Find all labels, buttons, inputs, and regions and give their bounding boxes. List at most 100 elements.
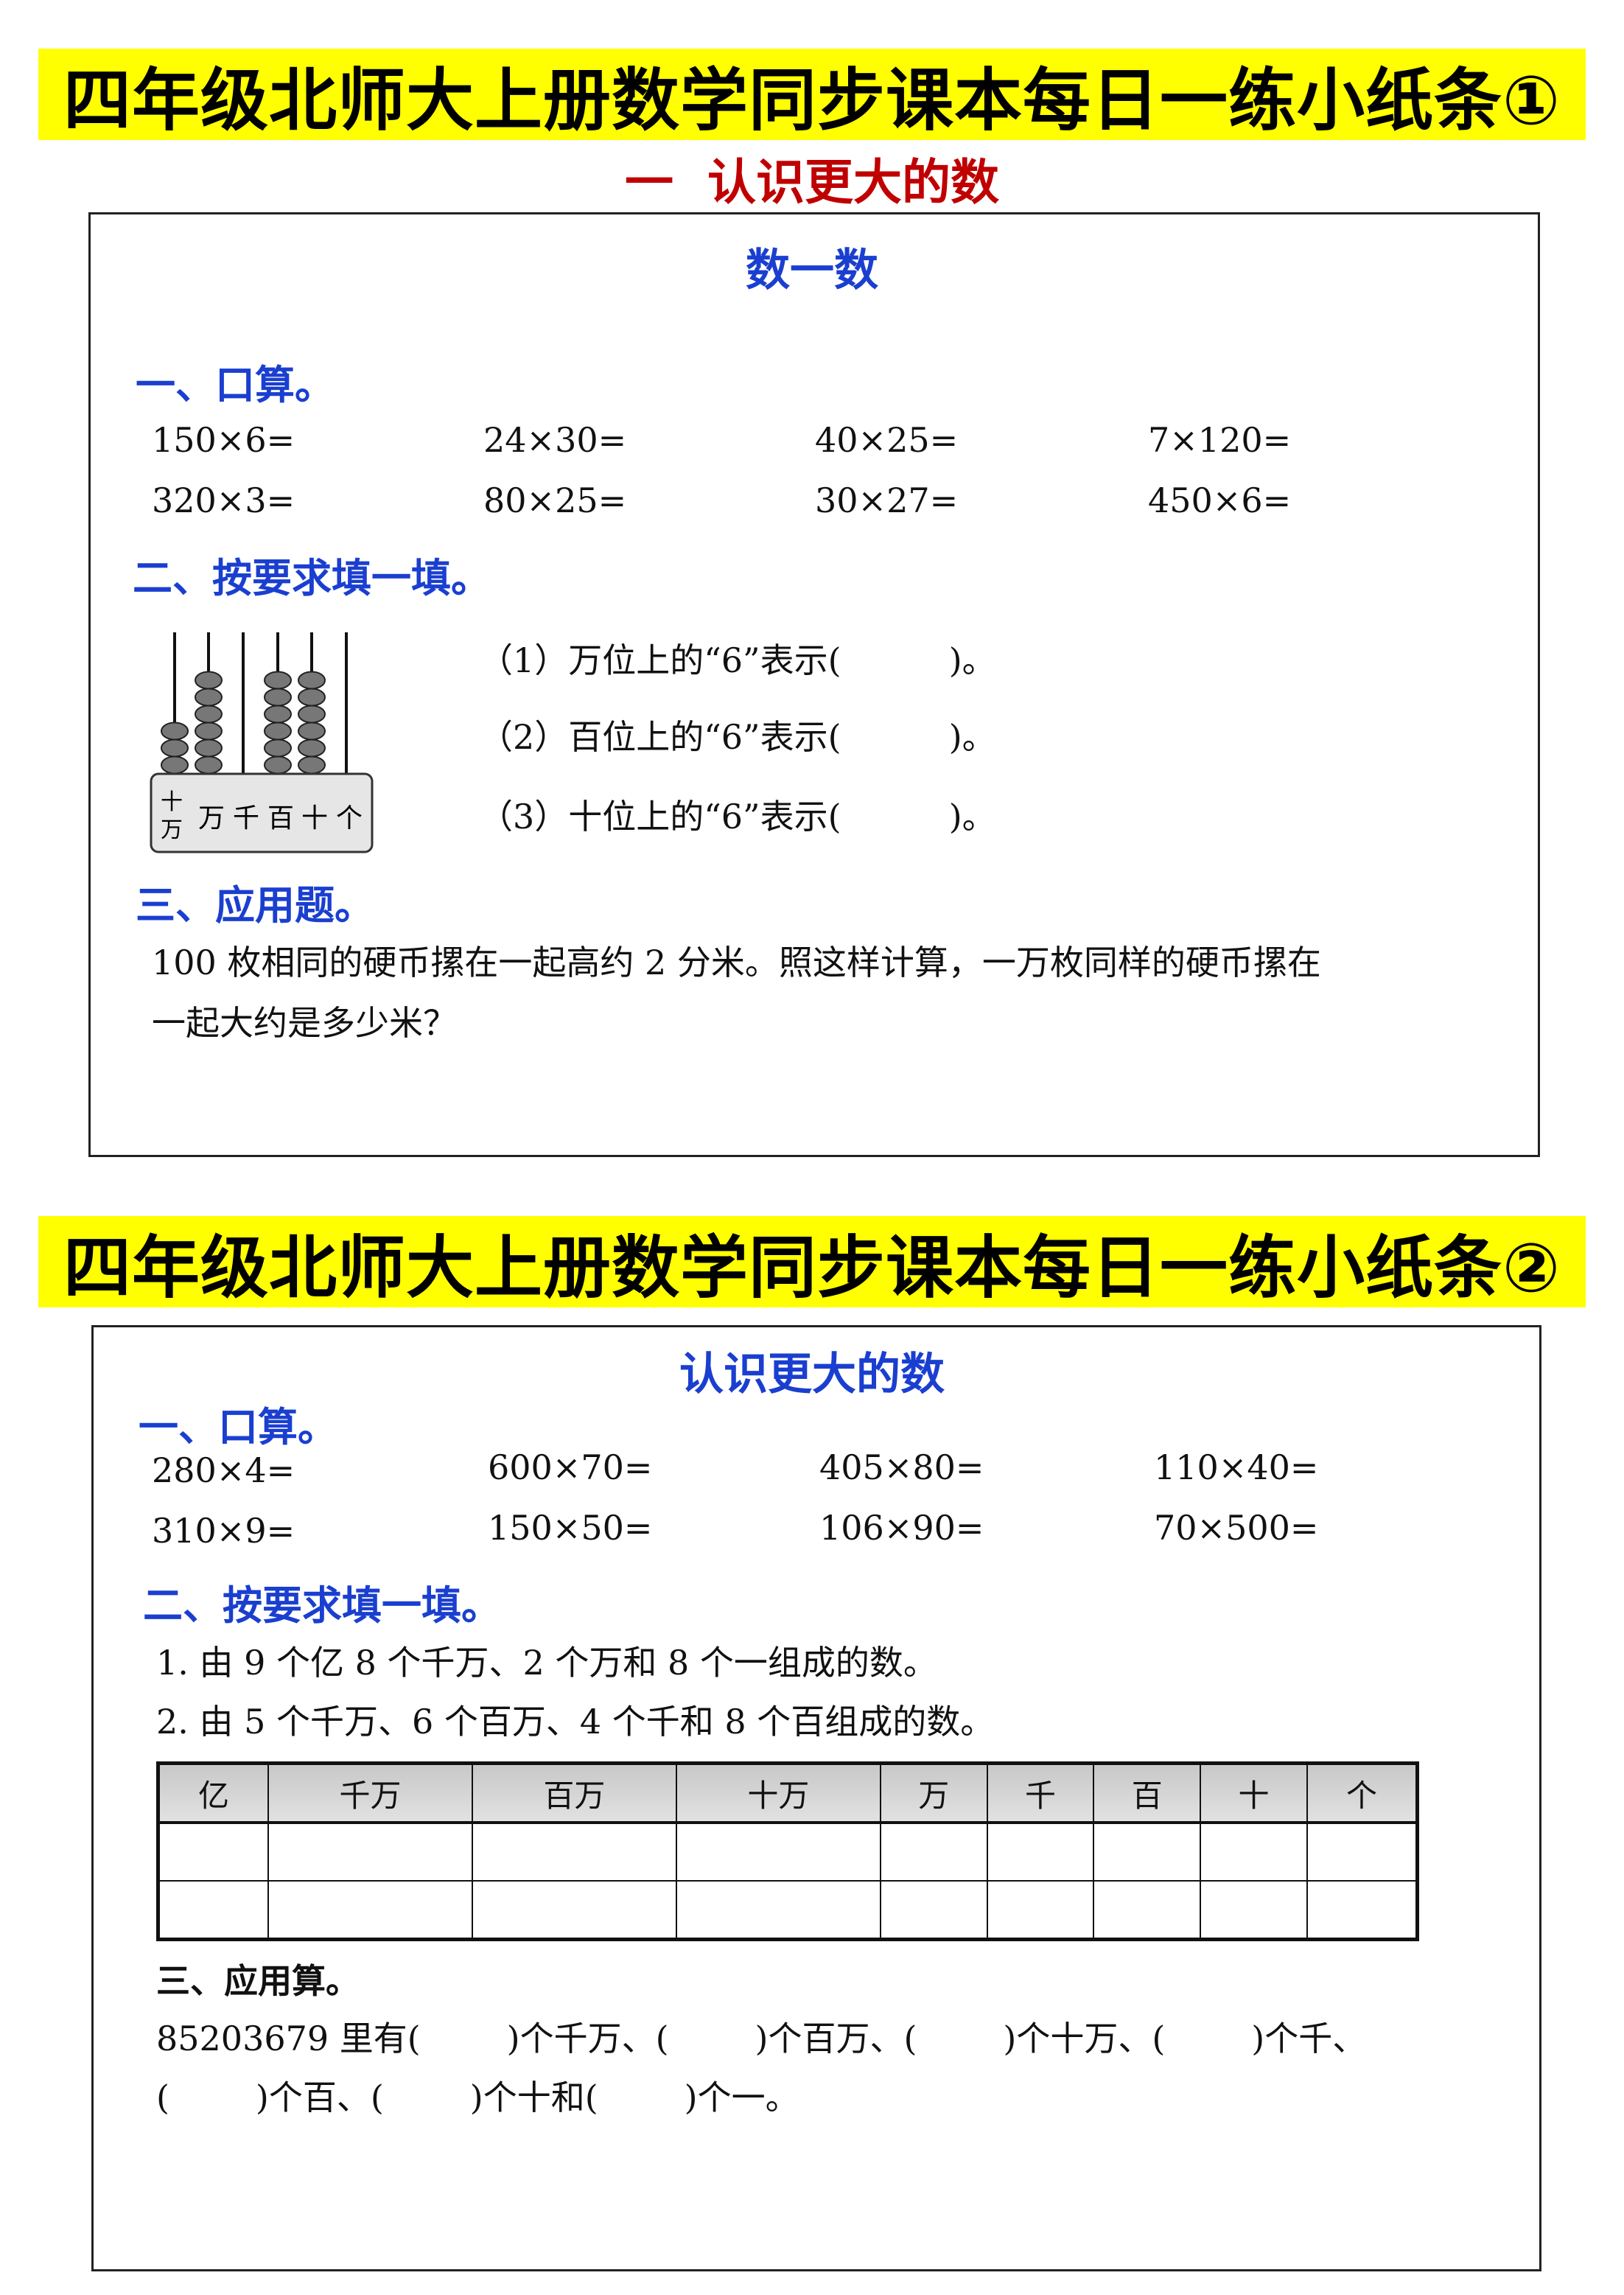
abacus-place-label: 百	[267, 803, 294, 834]
place-header: 千	[986, 1762, 1095, 1824]
word-problem-line: 100 枚相同的硬币摞在一起高约 2 分米。照这样计算，一万枚同样的硬币摞在	[152, 943, 1321, 982]
abacus-place-label: 十	[161, 789, 183, 815]
answer-cell[interactable]	[471, 1880, 677, 1941]
fill-item: （1）万位上的“6”表示( )。	[479, 640, 996, 680]
calc-item: 280×4=	[152, 1450, 295, 1490]
place-header: 亿	[157, 1762, 269, 1824]
sheet2-section3-heading: 三、应用算。	[156, 1961, 360, 2001]
abacus-bead	[195, 688, 223, 707]
fill-item: （2）百位上的“6”表示( )。	[479, 717, 996, 757]
calc-item: 24×30=	[483, 420, 627, 460]
sheet2-section2-heading: 二、按要求填一填。	[143, 1582, 501, 1629]
abacus-bead	[195, 705, 223, 724]
abacus-bead	[298, 671, 326, 690]
abacus-place-label: 千	[233, 803, 259, 834]
sheet1-section1-heading: 一、口算。	[136, 362, 335, 408]
answer-cell[interactable]	[879, 1880, 988, 1941]
calc-item: 405×80=	[819, 1447, 984, 1487]
abacus-bead	[298, 705, 326, 724]
answer-cell[interactable]	[157, 1880, 269, 1941]
answer-cell[interactable]	[986, 1822, 1095, 1882]
abacus-bead	[264, 671, 292, 690]
place-value-header-row: 亿 千万 百万 十万 万 千 百 十 个	[157, 1762, 1418, 1824]
abacus-bead	[264, 722, 292, 741]
calc-item: 320×3=	[152, 481, 295, 520]
sheet1-lesson-title: 数一数	[746, 245, 878, 296]
sheet1-section2-heading: 二、按要求填一填。	[133, 555, 491, 601]
answer-cell[interactable]	[471, 1822, 677, 1882]
abacus-bead	[161, 738, 189, 758]
sheet2-banner-title: 四年级北师大上册数学同步课本每日一练小纸条②	[63, 1228, 1561, 1307]
answer-cell[interactable]	[675, 1880, 881, 1941]
abacus-bead	[298, 738, 326, 758]
abacus-bead	[161, 755, 189, 775]
abacus-figure: 十万万千百十个	[150, 632, 374, 853]
calc-item: 80×25=	[483, 481, 627, 520]
answer-cell[interactable]	[267, 1880, 473, 1941]
place-value-table: 亿 千万 百万 十万 万 千 百 十 个	[156, 1761, 1419, 1941]
abacus-bead	[298, 722, 326, 741]
place-header: 十万	[675, 1762, 881, 1824]
abacus-bead	[161, 722, 189, 741]
place-header: 百万	[471, 1762, 677, 1824]
calc-item: 106×90=	[819, 1508, 984, 1548]
abacus-place-label: 十	[301, 803, 328, 834]
sheet1-box	[88, 212, 1540, 1157]
place-header: 个	[1306, 1762, 1418, 1824]
calc-item: 7×120=	[1148, 420, 1292, 460]
calc-item: 40×25=	[815, 420, 959, 460]
calc-item: 70×500=	[1154, 1508, 1319, 1548]
place-header: 百	[1093, 1762, 1202, 1824]
unit-title: 一 认识更大的数	[625, 154, 999, 211]
calc-item: 30×27=	[815, 481, 959, 520]
calc-item: 310×9=	[152, 1511, 295, 1551]
fill-item: 1. 由 9 个亿 8 个千万、2 个万和 8 个一组成的数。	[156, 1643, 937, 1683]
abacus-bead	[195, 722, 223, 741]
answer-cell[interactable]	[1200, 1880, 1308, 1941]
abacus-bead	[195, 755, 223, 775]
abacus-bead	[264, 705, 292, 724]
abacus-bead	[298, 688, 326, 707]
place-header: 千万	[267, 1762, 473, 1824]
sheet2-section1-heading: 一、口算。	[139, 1404, 337, 1450]
abacus-bead	[298, 755, 326, 775]
answer-cell[interactable]	[1093, 1822, 1202, 1882]
sheet2-banner: 四年级北师大上册数学同步课本每日一练小纸条②	[38, 1216, 1586, 1307]
abacus-bead	[264, 738, 292, 758]
answer-cell[interactable]	[157, 1822, 269, 1882]
sheet2-lesson-title: 认识更大的数	[679, 1349, 945, 1400]
answer-cell[interactable]	[1306, 1880, 1418, 1941]
calc-item: 150×6=	[152, 420, 295, 460]
answer-cell[interactable]	[879, 1822, 988, 1882]
answer-row	[157, 1822, 1418, 1882]
sheet1-section3-heading: 三、应用题。	[136, 882, 374, 929]
place-header: 万	[879, 1762, 988, 1824]
fill-item: 2. 由 5 个千万、6 个百万、4 个千和 8 个百组成的数。	[156, 1702, 995, 1742]
fill-item: （3）十位上的“6”表示( )。	[479, 797, 996, 836]
calc-item: 110×40=	[1154, 1447, 1319, 1487]
fill-line: ( )个百、( )个十和( )个一。	[156, 2078, 799, 2117]
answer-row	[157, 1880, 1418, 1941]
calc-item: 150×50=	[488, 1508, 653, 1548]
abacus-base	[150, 772, 374, 853]
fill-line: 85203679 里有( )个千万、( )个百万、( )个十万、( )个千、	[156, 2019, 1367, 2058]
abacus-place-label: 万	[198, 803, 225, 834]
answer-cell[interactable]	[1306, 1822, 1418, 1882]
answer-cell[interactable]	[1200, 1822, 1308, 1882]
answer-cell[interactable]	[267, 1822, 473, 1882]
answer-cell[interactable]	[986, 1880, 1095, 1941]
sheet1-banner: 四年级北师大上册数学同步课本每日一练小纸条①	[38, 49, 1586, 140]
place-header: 十	[1200, 1762, 1308, 1824]
abacus-bead	[195, 671, 223, 690]
calc-item: 600×70=	[488, 1447, 653, 1487]
abacus-place-label: 个	[336, 803, 363, 834]
abacus-bead	[264, 688, 292, 707]
word-problem-line: 一起大约是多少米？	[152, 1003, 457, 1043]
calc-item: 450×6=	[1148, 481, 1292, 520]
answer-cell[interactable]	[675, 1822, 881, 1882]
answer-cell[interactable]	[1093, 1880, 1202, 1941]
abacus-bead	[264, 755, 292, 775]
abacus-bead	[195, 738, 223, 758]
sheet1-banner-title: 四年级北师大上册数学同步课本每日一练小纸条①	[63, 60, 1561, 140]
abacus-place-label: 万	[161, 817, 183, 843]
